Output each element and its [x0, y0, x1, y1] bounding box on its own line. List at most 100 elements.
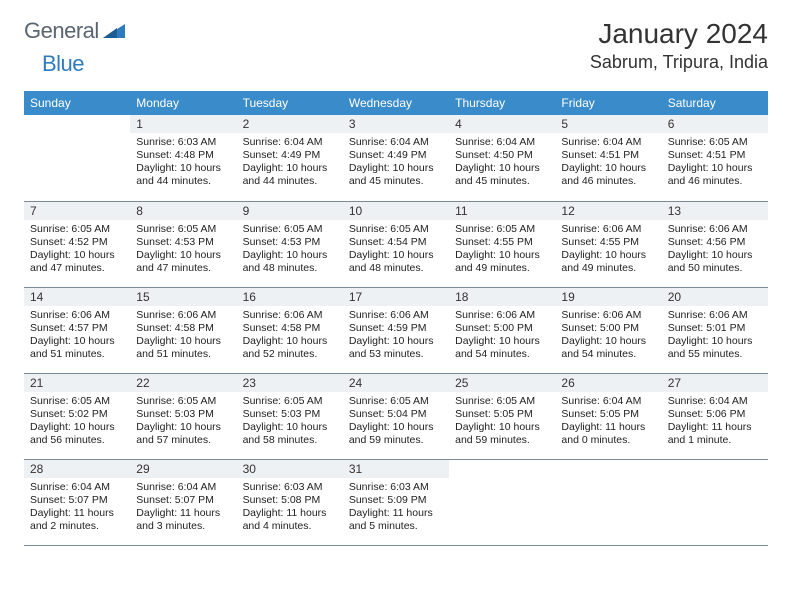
week-row: 28Sunrise: 6:04 AMSunset: 5:07 PMDayligh…	[24, 459, 768, 545]
day-cell	[24, 115, 130, 201]
day-number: 13	[662, 202, 768, 220]
day-content: Sunrise: 6:06 AMSunset: 4:55 PMDaylight:…	[555, 220, 661, 281]
day-number: 7	[24, 202, 130, 220]
day-cell	[662, 459, 768, 545]
day-cell: 26Sunrise: 6:04 AMSunset: 5:05 PMDayligh…	[555, 373, 661, 459]
title-block: January 2024 Sabrum, Tripura, India	[590, 18, 768, 73]
day-number: 18	[449, 288, 555, 306]
week-row: 14Sunrise: 6:06 AMSunset: 4:57 PMDayligh…	[24, 287, 768, 373]
day-number: 29	[130, 460, 236, 478]
day-number: 9	[237, 202, 343, 220]
day-content: Sunrise: 6:05 AMSunset: 4:54 PMDaylight:…	[343, 220, 449, 281]
dow-header: Thursday	[449, 91, 555, 115]
day-cell: 14Sunrise: 6:06 AMSunset: 4:57 PMDayligh…	[24, 287, 130, 373]
day-cell	[555, 459, 661, 545]
location: Sabrum, Tripura, India	[590, 52, 768, 73]
day-content: Sunrise: 6:04 AMSunset: 5:06 PMDaylight:…	[662, 392, 768, 453]
dow-header: Monday	[130, 91, 236, 115]
day-cell: 23Sunrise: 6:05 AMSunset: 5:03 PMDayligh…	[237, 373, 343, 459]
day-cell: 22Sunrise: 6:05 AMSunset: 5:03 PMDayligh…	[130, 373, 236, 459]
day-cell: 20Sunrise: 6:06 AMSunset: 5:01 PMDayligh…	[662, 287, 768, 373]
day-cell: 24Sunrise: 6:05 AMSunset: 5:04 PMDayligh…	[343, 373, 449, 459]
day-number: 27	[662, 374, 768, 392]
day-number: 23	[237, 374, 343, 392]
day-content: Sunrise: 6:04 AMSunset: 5:05 PMDaylight:…	[555, 392, 661, 453]
day-cell: 17Sunrise: 6:06 AMSunset: 4:59 PMDayligh…	[343, 287, 449, 373]
day-content: Sunrise: 6:04 AMSunset: 4:51 PMDaylight:…	[555, 133, 661, 194]
day-number: 19	[555, 288, 661, 306]
day-cell: 10Sunrise: 6:05 AMSunset: 4:54 PMDayligh…	[343, 201, 449, 287]
calendar-table: SundayMondayTuesdayWednesdayThursdayFrid…	[24, 91, 768, 546]
day-of-week-row: SundayMondayTuesdayWednesdayThursdayFrid…	[24, 91, 768, 115]
day-content: Sunrise: 6:04 AMSunset: 5:07 PMDaylight:…	[130, 478, 236, 539]
day-number: 11	[449, 202, 555, 220]
day-content: Sunrise: 6:04 AMSunset: 5:07 PMDaylight:…	[24, 478, 130, 539]
dow-header: Tuesday	[237, 91, 343, 115]
logo-text-general: General	[24, 18, 99, 44]
day-content: Sunrise: 6:04 AMSunset: 4:49 PMDaylight:…	[343, 133, 449, 194]
dow-header: Wednesday	[343, 91, 449, 115]
day-content: Sunrise: 6:04 AMSunset: 4:50 PMDaylight:…	[449, 133, 555, 194]
day-cell: 29Sunrise: 6:04 AMSunset: 5:07 PMDayligh…	[130, 459, 236, 545]
logo: General	[24, 18, 127, 44]
logo-text-blue: Blue	[42, 51, 84, 77]
day-cell: 6Sunrise: 6:05 AMSunset: 4:51 PMDaylight…	[662, 115, 768, 201]
day-content: Sunrise: 6:06 AMSunset: 4:57 PMDaylight:…	[24, 306, 130, 367]
day-cell: 11Sunrise: 6:05 AMSunset: 4:55 PMDayligh…	[449, 201, 555, 287]
day-number: 25	[449, 374, 555, 392]
day-number: 4	[449, 115, 555, 133]
day-content: Sunrise: 6:05 AMSunset: 5:02 PMDaylight:…	[24, 392, 130, 453]
day-number: 30	[237, 460, 343, 478]
day-content: Sunrise: 6:03 AMSunset: 4:48 PMDaylight:…	[130, 133, 236, 194]
day-number: 28	[24, 460, 130, 478]
day-cell: 31Sunrise: 6:03 AMSunset: 5:09 PMDayligh…	[343, 459, 449, 545]
day-number: 12	[555, 202, 661, 220]
day-content: Sunrise: 6:06 AMSunset: 5:00 PMDaylight:…	[449, 306, 555, 367]
day-cell: 3Sunrise: 6:04 AMSunset: 4:49 PMDaylight…	[343, 115, 449, 201]
dow-header: Sunday	[24, 91, 130, 115]
day-content: Sunrise: 6:06 AMSunset: 4:59 PMDaylight:…	[343, 306, 449, 367]
day-content: Sunrise: 6:05 AMSunset: 4:53 PMDaylight:…	[237, 220, 343, 281]
day-number: 6	[662, 115, 768, 133]
day-number: 21	[24, 374, 130, 392]
day-number: 8	[130, 202, 236, 220]
day-content: Sunrise: 6:05 AMSunset: 4:52 PMDaylight:…	[24, 220, 130, 281]
day-cell: 7Sunrise: 6:05 AMSunset: 4:52 PMDaylight…	[24, 201, 130, 287]
day-content: Sunrise: 6:05 AMSunset: 4:53 PMDaylight:…	[130, 220, 236, 281]
day-number: 2	[237, 115, 343, 133]
day-cell: 12Sunrise: 6:06 AMSunset: 4:55 PMDayligh…	[555, 201, 661, 287]
day-number: 5	[555, 115, 661, 133]
day-cell: 15Sunrise: 6:06 AMSunset: 4:58 PMDayligh…	[130, 287, 236, 373]
week-row: 1Sunrise: 6:03 AMSunset: 4:48 PMDaylight…	[24, 115, 768, 201]
day-number: 16	[237, 288, 343, 306]
dow-header: Saturday	[662, 91, 768, 115]
day-number: 14	[24, 288, 130, 306]
day-content: Sunrise: 6:03 AMSunset: 5:08 PMDaylight:…	[237, 478, 343, 539]
day-content: Sunrise: 6:05 AMSunset: 5:03 PMDaylight:…	[130, 392, 236, 453]
day-number: 1	[130, 115, 236, 133]
day-cell: 27Sunrise: 6:04 AMSunset: 5:06 PMDayligh…	[662, 373, 768, 459]
day-content: Sunrise: 6:05 AMSunset: 5:04 PMDaylight:…	[343, 392, 449, 453]
day-content: Sunrise: 6:06 AMSunset: 4:58 PMDaylight:…	[130, 306, 236, 367]
day-cell: 9Sunrise: 6:05 AMSunset: 4:53 PMDaylight…	[237, 201, 343, 287]
day-cell: 16Sunrise: 6:06 AMSunset: 4:58 PMDayligh…	[237, 287, 343, 373]
day-number: 3	[343, 115, 449, 133]
logo-triangle-icon	[103, 22, 125, 41]
day-content: Sunrise: 6:06 AMSunset: 4:58 PMDaylight:…	[237, 306, 343, 367]
day-content: Sunrise: 6:06 AMSunset: 5:01 PMDaylight:…	[662, 306, 768, 367]
day-cell: 21Sunrise: 6:05 AMSunset: 5:02 PMDayligh…	[24, 373, 130, 459]
day-cell: 28Sunrise: 6:04 AMSunset: 5:07 PMDayligh…	[24, 459, 130, 545]
day-number	[555, 460, 661, 464]
month-title: January 2024	[590, 18, 768, 50]
week-row: 7Sunrise: 6:05 AMSunset: 4:52 PMDaylight…	[24, 201, 768, 287]
dow-header: Friday	[555, 91, 661, 115]
day-content: Sunrise: 6:05 AMSunset: 4:55 PMDaylight:…	[449, 220, 555, 281]
day-content: Sunrise: 6:04 AMSunset: 4:49 PMDaylight:…	[237, 133, 343, 194]
day-number: 22	[130, 374, 236, 392]
day-cell: 1Sunrise: 6:03 AMSunset: 4:48 PMDaylight…	[130, 115, 236, 201]
day-number: 24	[343, 374, 449, 392]
day-cell: 5Sunrise: 6:04 AMSunset: 4:51 PMDaylight…	[555, 115, 661, 201]
day-number: 15	[130, 288, 236, 306]
week-row: 21Sunrise: 6:05 AMSunset: 5:02 PMDayligh…	[24, 373, 768, 459]
day-content: Sunrise: 6:03 AMSunset: 5:09 PMDaylight:…	[343, 478, 449, 539]
